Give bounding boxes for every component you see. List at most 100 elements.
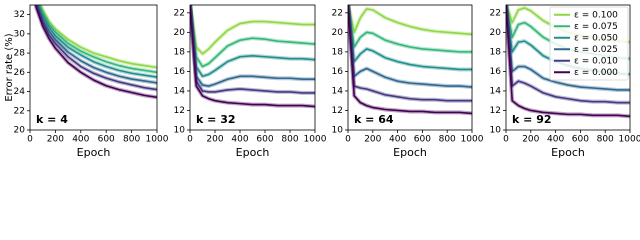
line — [348, 5, 472, 36]
y-tick-label: 14 — [174, 86, 186, 96]
line — [35, 5, 157, 91]
legend-label: ε = 0.100 — [574, 10, 618, 20]
line — [190, 5, 315, 68]
x-tick-label: 200 — [206, 135, 223, 145]
line — [348, 5, 472, 115]
line — [190, 5, 315, 108]
panel: 10 12 14 16 18 20 22 0 200 400 600 800 1000 Epoch k = … — [332, 4, 484, 159]
y-tick-label: 16 — [332, 67, 344, 77]
legend-label: ε = 0.010 — [574, 56, 618, 66]
x-tick-label: 0 — [345, 135, 351, 145]
panel: 20 22 24 26 28 30 32 0 200 400 600 800 1000 Epoch Erro… — [4, 4, 169, 159]
y-tick-label: 22 — [14, 106, 25, 116]
x-tick-label: 600 — [256, 135, 273, 145]
x-axis-label: Epoch — [77, 146, 111, 159]
line-noise-band — [33, 5, 157, 100]
line-noise-band — [190, 5, 315, 56]
x-tick-label: 800 — [281, 135, 298, 145]
line — [34, 5, 157, 99]
y-tick-label: 26 — [14, 68, 26, 78]
x-axis-label: Epoch — [393, 146, 427, 159]
panel: 10 12 14 16 18 20 22 0 200 400 600 800 1000 Epoch k = … — [490, 4, 640, 159]
x-tick-label: 200 — [47, 135, 64, 145]
line — [190, 5, 315, 78]
line-noise-band — [348, 5, 472, 72]
y-tick-label: 20 — [332, 28, 344, 38]
x-tick-label: 600 — [98, 135, 115, 145]
axes-frame — [347, 4, 473, 131]
line — [39, 5, 157, 69]
plot-area — [33, 5, 157, 100]
y-tick-label: 10 — [174, 126, 186, 136]
x-tick-label: 1000 — [461, 135, 484, 145]
legend-label: ε = 0.000 — [574, 68, 618, 78]
y-tick-label: 16 — [174, 67, 186, 77]
y-tick-label: 30 — [14, 29, 26, 39]
x-axis-label: Epoch — [236, 146, 270, 159]
x-tick-label: 1000 — [146, 135, 169, 145]
x-axis-label: Epoch — [551, 146, 585, 159]
y-tick-label: 18 — [332, 47, 344, 57]
x-tick-label: 400 — [389, 135, 406, 145]
y-tick-label: 12 — [490, 106, 501, 116]
line — [348, 5, 472, 71]
y-tick-label: 20 — [490, 28, 502, 38]
y-tick-label: 14 — [332, 86, 344, 96]
x-tick-label: 600 — [572, 135, 589, 145]
plot-area — [348, 5, 472, 116]
x-tick-label: 400 — [231, 135, 248, 145]
plot-area — [190, 5, 315, 109]
panel-label: k = 64 — [354, 113, 394, 126]
line — [348, 5, 472, 53]
panel-label: k = 32 — [196, 113, 236, 126]
x-tick-label: 0 — [503, 135, 509, 145]
x-tick-label: 0 — [187, 135, 193, 145]
x-tick-label: 800 — [439, 135, 456, 145]
axes-frame — [189, 4, 316, 131]
y-tick-label: 18 — [490, 47, 502, 57]
line — [36, 5, 157, 84]
y-tick-label: 22 — [490, 8, 501, 18]
legend-label: ε = 0.075 — [574, 22, 618, 32]
y-tick-label: 12 — [332, 106, 343, 116]
x-tick-label: 400 — [72, 135, 89, 145]
panel-label: k = 4 — [36, 113, 68, 126]
x-tick-label: 200 — [364, 135, 381, 145]
y-tick-label: 12 — [174, 106, 185, 116]
axes-frame — [505, 4, 631, 131]
y-tick-label: 20 — [14, 126, 26, 136]
x-tick-label: 800 — [597, 135, 614, 145]
y-tick-label: 28 — [14, 49, 26, 59]
panel: 10 12 14 16 18 20 22 0 200 400 600 800 1000 Epoch k = … — [174, 4, 327, 159]
y-axis-label: Error rate (%) — [4, 33, 15, 101]
x-tick-label: 600 — [414, 135, 431, 145]
line — [190, 5, 315, 55]
line — [506, 5, 630, 91]
axes-frame — [29, 4, 158, 131]
legend-label: ε = 0.025 — [574, 45, 618, 55]
line-noise-band — [348, 5, 472, 37]
x-tick-label: 400 — [547, 135, 564, 145]
line — [506, 5, 630, 104]
y-tick-label: 20 — [174, 28, 186, 38]
y-tick-label: 32 — [14, 10, 25, 20]
line — [348, 5, 472, 102]
line — [506, 5, 630, 118]
x-tick-label: 0 — [27, 135, 33, 145]
line — [38, 5, 157, 74]
x-tick-label: 200 — [522, 135, 539, 145]
line — [190, 5, 315, 87]
line — [37, 5, 157, 78]
y-tick-label: 22 — [332, 8, 343, 18]
y-tick-label: 16 — [490, 67, 502, 77]
legend-label: ε = 0.050 — [574, 33, 618, 43]
x-tick-label: 1000 — [619, 135, 640, 145]
panel-label: k = 92 — [512, 113, 552, 126]
line — [348, 5, 472, 88]
x-tick-label: 800 — [123, 135, 140, 145]
y-tick-label: 22 — [174, 8, 185, 18]
y-tick-label: 14 — [490, 86, 502, 96]
x-tick-label: 1000 — [304, 135, 327, 145]
